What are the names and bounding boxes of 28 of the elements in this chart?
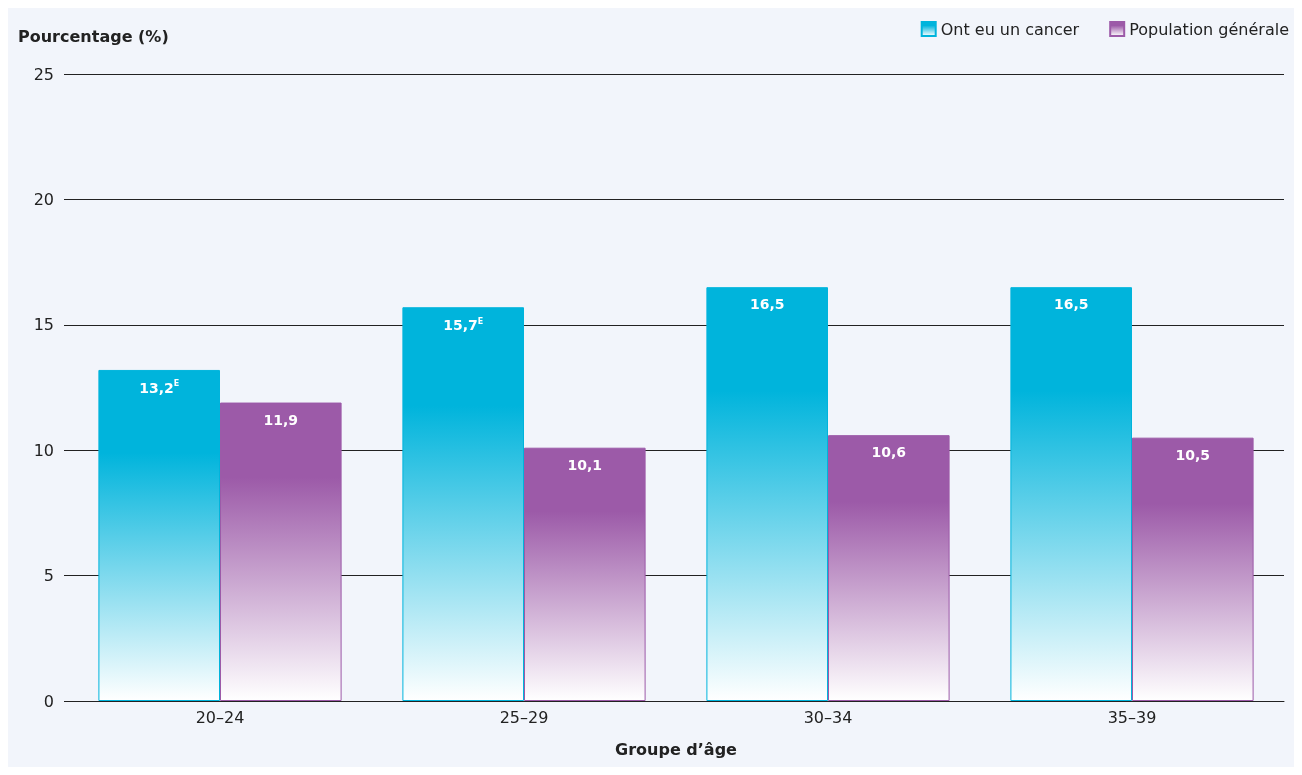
x-tick-label: 30–34 xyxy=(803,707,853,727)
y-tick-label: 10 xyxy=(33,440,54,460)
x-tick-label: 25–29 xyxy=(499,707,549,727)
y-axis-title: Pourcentage (%) xyxy=(18,26,169,46)
data-label: 16,5 xyxy=(749,296,785,313)
bar xyxy=(706,287,828,701)
data-label: 11,9 xyxy=(263,411,299,428)
x-axis-title: Groupe d’âge xyxy=(615,739,738,759)
bar xyxy=(402,307,524,701)
legend-label: Population générale xyxy=(1129,19,1290,39)
data-label: 16,5 xyxy=(1053,296,1089,313)
bar xyxy=(98,369,220,701)
y-tick-label: 15 xyxy=(33,315,54,335)
bar xyxy=(220,402,342,701)
y-tick-label: 20 xyxy=(33,189,54,209)
data-label: 10,6 xyxy=(871,444,907,461)
data-label: 10,1 xyxy=(567,456,603,473)
y-tick-label: 25 xyxy=(33,64,54,84)
bar xyxy=(828,435,950,701)
x-tick-label: 20–24 xyxy=(195,707,245,727)
bar xyxy=(1132,437,1254,701)
bar xyxy=(1010,287,1132,701)
bar xyxy=(524,447,646,701)
legend-label: Ont eu un cancer xyxy=(940,19,1080,39)
y-tick-label: 0 xyxy=(43,691,54,711)
y-tick-label: 5 xyxy=(43,566,54,586)
x-tick-label: 35–39 xyxy=(1107,707,1157,727)
data-label: 10,5 xyxy=(1175,446,1211,463)
